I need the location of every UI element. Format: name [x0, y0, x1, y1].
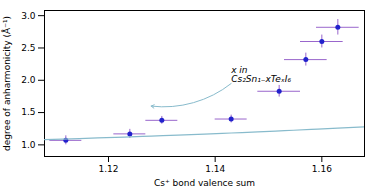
- svg-text:1.0: 1.0: [21, 140, 36, 150]
- svg-text:1.14: 1.14: [205, 164, 225, 174]
- svg-text:Cs⁺ bond valence sum: Cs⁺ bond valence sum: [154, 178, 255, 188]
- svg-text:1.12: 1.12: [98, 164, 118, 174]
- svg-text:1.5: 1.5: [21, 107, 35, 117]
- svg-text:3.0: 3.0: [21, 11, 36, 21]
- svg-text:2.0: 2.0: [21, 75, 36, 85]
- svg-text:1.16: 1.16: [312, 164, 332, 174]
- svg-text:x inCs₂Sn₁₋xTeₓI₆: x inCs₂Sn₁₋xTeₓI₆: [230, 65, 291, 84]
- svg-text:degree of anharmonicity (Å⁻¹): degree of anharmonicity (Å⁻¹): [1, 16, 12, 151]
- svg-text:2.5: 2.5: [21, 43, 35, 53]
